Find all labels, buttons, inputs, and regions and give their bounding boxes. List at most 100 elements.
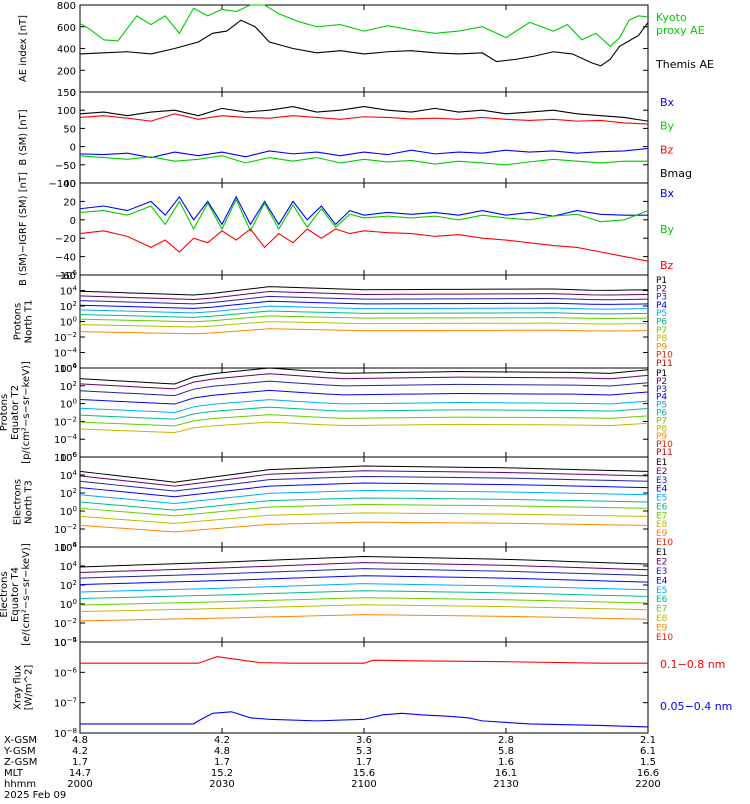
legend-entry: Bz <box>660 259 674 272</box>
series-line <box>79 295 649 305</box>
y-tick-label: 600 <box>57 23 76 34</box>
y-tick-label: 102 <box>60 487 77 500</box>
ephemeris-row-label: MLT <box>4 768 24 779</box>
y-axis-label-line: Equator T2 <box>10 385 21 440</box>
legend-entry: P5 <box>656 309 667 319</box>
legend-entry: E9 <box>656 624 668 634</box>
panel-frame <box>79 91 649 184</box>
legend-entry: E10 <box>656 633 673 643</box>
legend-entry: Kyoto <box>656 11 687 24</box>
y-tick-label: 10−8 <box>54 727 77 740</box>
series-line <box>79 583 649 593</box>
series-line <box>79 4 649 48</box>
series-line <box>79 475 649 492</box>
y-tick-label: 0 <box>70 143 76 154</box>
y-axis-label-line: AE index [nT] <box>18 15 29 82</box>
y-tick-label: 102 <box>60 300 77 313</box>
series-line <box>79 399 649 414</box>
y-tick-label: 10−6 <box>54 451 78 464</box>
series-line <box>79 291 649 300</box>
ephemeris-value: 1.7 <box>72 757 88 768</box>
series-line <box>79 305 649 314</box>
ephemeris-value: 16.1 <box>495 768 517 779</box>
legend-entry: P6 <box>656 409 667 419</box>
y-axis-label-line: [p/(cm²−s−sr−keV)] <box>21 361 32 464</box>
ephemeris-value: 5.3 <box>356 746 372 757</box>
y-tick-label: 10−2 <box>54 617 77 630</box>
legend-entry: P2 <box>656 284 667 294</box>
series-line <box>79 568 649 579</box>
ephemeris-value: 4.2 <box>72 746 88 757</box>
legend-entry: P11 <box>656 359 673 369</box>
ephemeris-value: 2.8 <box>498 735 514 746</box>
legend-entry: E2 <box>656 467 667 477</box>
legend-entry: E8 <box>656 614 668 624</box>
legend-entry: P3 <box>656 385 667 395</box>
ephemeris-row-label: Z-GSM <box>4 757 37 768</box>
ephemeris-value: 6.1 <box>640 746 656 757</box>
y-axis-label-line: B (SM)−IGRF (SM) [nT] <box>18 172 29 286</box>
y-tick-label: 10−2 <box>54 523 77 536</box>
y-tick-label: 10−4 <box>54 541 78 554</box>
y-axis-label: Electrons Equator T4 [e/(cm²−s−sr−keV)] <box>0 543 32 646</box>
series-line <box>79 328 649 335</box>
ephemeris-value: 2030 <box>209 779 234 790</box>
series-line <box>79 300 649 309</box>
y-tick-label: 100 <box>60 505 77 518</box>
ephemeris-value: 3.6 <box>356 735 372 746</box>
series-line <box>79 198 649 233</box>
series-line <box>79 504 649 517</box>
legend-entry: E1 <box>656 458 667 468</box>
panel-pe: 10−6 10−4 10−2 100 102 104 Protons Equator T2 [p… <box>0 361 673 464</box>
y-axis-label: Protons North T1 <box>13 300 35 344</box>
legend-entry: E9 <box>656 529 668 539</box>
y-axis-label-line: Electrons <box>13 479 24 525</box>
y-axis-label: Protons Equator T2 [p/(cm²−s−sr−keV)] <box>0 361 32 464</box>
legend-entry: P11 <box>656 448 673 458</box>
y-axis-label: Xray flux [W/m^2] <box>13 665 35 711</box>
y-tick-label: 0 <box>70 216 76 227</box>
ephemeris-value: 1.6 <box>498 757 514 768</box>
y-tick-label: 106 <box>60 269 78 282</box>
y-axis-label: AE index [nT] <box>18 15 29 82</box>
y-tick-label: 0 <box>70 88 76 99</box>
panel-bigrf: −60 −40 −20 0 20 40 B (SM)−IGRF (SM) [nT] Bx By B… <box>18 172 675 286</box>
series-line <box>79 421 649 434</box>
legend-entry: E6 <box>656 595 668 605</box>
series-line <box>79 497 649 511</box>
y-tick-label: 102 <box>60 380 77 393</box>
series-line <box>79 147 649 159</box>
y-tick-label: 40 <box>63 179 76 190</box>
y-tick-label: 10−4 <box>54 347 78 360</box>
series-line <box>79 414 649 427</box>
legend-entry: Themis AE <box>655 58 714 71</box>
ephemeris-row-label: X-GSM <box>4 735 37 746</box>
ephemeris-value: 4.8 <box>214 746 230 757</box>
y-tick-label: 104 <box>60 469 78 482</box>
ephemeris-table: X-GSM 4.8 4.2 3.6 2.8 2.1Y-GSM 4.2 4.8 5.3 5.8 6.1… <box>3 735 661 801</box>
panel-bsm: −100 −50 0 50 100 150 B (SM) [nT] Bx By Bz Bmag <box>18 88 692 190</box>
series-line <box>79 315 649 323</box>
ephemeris-value: 2130 <box>493 779 518 790</box>
y-tick-label: 104 <box>60 362 78 375</box>
ephemeris-value: 1.7 <box>356 757 372 768</box>
y-tick-label: 100 <box>60 598 77 611</box>
legend-entry: P9 <box>656 342 667 352</box>
legend-entry: Bmag <box>660 167 692 180</box>
series-line <box>79 228 649 262</box>
ephemeris-value: 4.8 <box>72 735 88 746</box>
legend-entry: P4 <box>656 393 667 403</box>
y-tick-label: 20 <box>63 197 76 208</box>
series-line <box>79 113 649 125</box>
ephemeris-value: 16.6 <box>637 768 659 779</box>
y-axis-label-line: Protons <box>0 394 10 431</box>
y-tick-label: −60 <box>55 271 76 282</box>
legend-entry: Bx <box>660 187 675 200</box>
legend-entry: 0.05−0.4 nm <box>660 700 732 713</box>
legend-entry: P2 <box>656 377 667 387</box>
legend-entry: P8 <box>656 424 667 434</box>
series-line <box>79 555 649 568</box>
ephemeris-value: 2100 <box>351 779 376 790</box>
